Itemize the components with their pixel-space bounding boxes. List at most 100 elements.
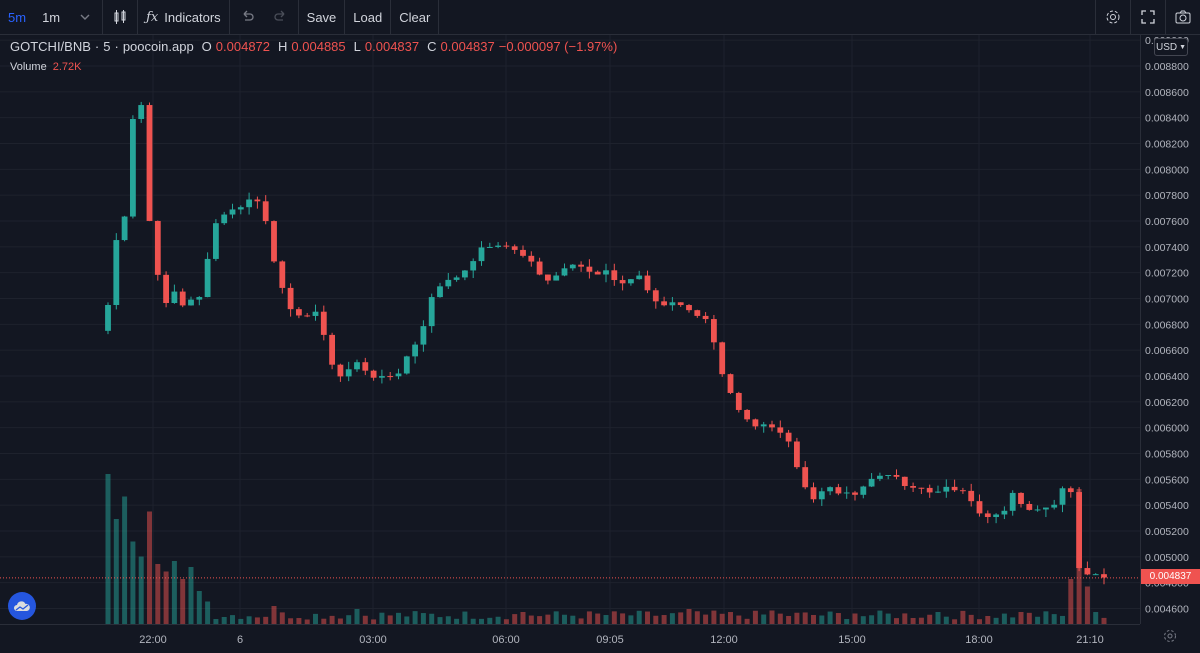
gear-icon[interactable] (1162, 628, 1178, 644)
price-tick-label: 0.006600 (1145, 345, 1189, 357)
volume-bar (802, 612, 808, 624)
candle-body (893, 474, 900, 477)
volume-bar (346, 615, 352, 624)
chart-type-button[interactable] (103, 0, 137, 34)
undo-button[interactable] (230, 0, 264, 34)
candle-body (652, 290, 659, 302)
close-label: C (427, 39, 437, 54)
volume-bar (1101, 617, 1107, 624)
candle-body (876, 475, 883, 479)
volume-bar (221, 616, 227, 624)
volume-bar (321, 618, 327, 624)
candle-body (619, 280, 626, 284)
volume-bar (362, 615, 368, 624)
logo-icon[interactable] (8, 592, 36, 620)
volume-bar (437, 617, 443, 624)
symbol-legend: GOTCHI/BNB · 5 · poocoin.app O 0.004872 H… (10, 39, 617, 54)
price-tick-label: 0.008400 (1145, 113, 1189, 125)
volume-bar (147, 511, 152, 624)
camera-icon (1175, 10, 1191, 24)
settings-button[interactable] (1096, 0, 1130, 34)
candle-body (744, 409, 751, 420)
volume-bar (603, 615, 609, 624)
candle-body (594, 271, 601, 275)
volume-bar (645, 611, 650, 624)
candle-body (802, 467, 809, 488)
price-tick-label: 0.007000 (1145, 294, 1189, 306)
legend-source: poocoin.app (122, 39, 194, 54)
interval-dropdown[interactable] (68, 0, 102, 34)
volume-bar (935, 612, 941, 624)
candle-body (769, 424, 775, 428)
price-tick-label: 0.008200 (1145, 139, 1189, 151)
candle-body (445, 279, 452, 287)
candle-body (287, 287, 294, 310)
volume-bar (661, 615, 667, 624)
price-tick-label: 0.005800 (1145, 449, 1189, 461)
candle-body (271, 221, 277, 262)
time-tick-label: 12:00 (710, 634, 738, 646)
candle-body (395, 373, 402, 377)
toolbar-divider (438, 0, 440, 34)
price-tick-label: 0.004600 (1145, 604, 1189, 616)
candle-body (470, 261, 477, 271)
time-tick-label: 6 (237, 634, 243, 646)
candle-body (544, 274, 551, 281)
volume-bar (138, 556, 144, 624)
screenshot-button[interactable] (1166, 0, 1200, 34)
candle-body (951, 486, 958, 491)
candle-body (702, 315, 709, 320)
candle-body (304, 315, 311, 317)
volume-bar (470, 618, 476, 624)
price-axis[interactable]: 0.0046000.0048000.0050000.0052000.005400… (1140, 35, 1200, 624)
candle-body (229, 209, 236, 215)
volume-bar (794, 612, 800, 624)
candle-body (810, 487, 817, 500)
indicators-button[interactable]: ƒx Indicators (138, 0, 229, 34)
candle-body (1009, 492, 1016, 511)
volume-bar (404, 616, 410, 624)
volume-bar (620, 613, 626, 624)
candle-body (221, 214, 228, 224)
candle-body (943, 486, 950, 492)
interval-5m-button[interactable]: 5m (8, 9, 27, 25)
volume-bar (943, 616, 949, 624)
price-tick-label: 0.006200 (1145, 397, 1189, 409)
candle-body (237, 207, 244, 210)
candle-body (561, 268, 568, 276)
top-toolbar: 5m 1m ƒx Indicators Save Load Clear (0, 0, 1200, 35)
price-tick-label: 0.006400 (1145, 371, 1189, 383)
candle-body (320, 311, 327, 335)
price-tick-label: 0.008800 (1145, 61, 1189, 73)
interval-1m-button[interactable]: 1m (42, 9, 61, 25)
volume-bar (877, 610, 883, 624)
volume-bar (586, 611, 592, 624)
candle-body (569, 264, 576, 269)
redo-button[interactable] (264, 0, 298, 34)
volume-bar (761, 614, 767, 624)
volume-bar (263, 616, 269, 624)
volume-bar (927, 614, 933, 624)
load-button[interactable]: Load (353, 9, 383, 25)
candle-body (295, 309, 302, 316)
volume-bar (811, 614, 816, 624)
candlestick-chart[interactable] (0, 35, 1140, 624)
volume-bar (479, 618, 484, 624)
toolbar-divider (1130, 0, 1131, 34)
volume-label: Volume (10, 61, 47, 73)
clear-button[interactable]: Clear (399, 9, 431, 25)
symbol-name: GOTCHI/BNB (10, 39, 91, 54)
time-axis[interactable]: 22:00 6 03:00 06:00 09:05 12:00 15:00 18:00 21:1… (0, 624, 1140, 653)
fullscreen-button[interactable] (1131, 0, 1165, 34)
candle-body (1076, 492, 1083, 569)
save-button[interactable]: Save (306, 9, 337, 25)
currency-selector[interactable]: USD ▼ (1154, 38, 1188, 56)
time-tick-label: 18:00 (965, 634, 993, 646)
candle-body (437, 286, 443, 298)
candle-body (793, 441, 800, 468)
volume-bar (669, 613, 675, 624)
candle-body (370, 370, 377, 378)
candle-body (636, 275, 643, 280)
candle-body (852, 492, 858, 495)
volume-bar (122, 496, 128, 624)
